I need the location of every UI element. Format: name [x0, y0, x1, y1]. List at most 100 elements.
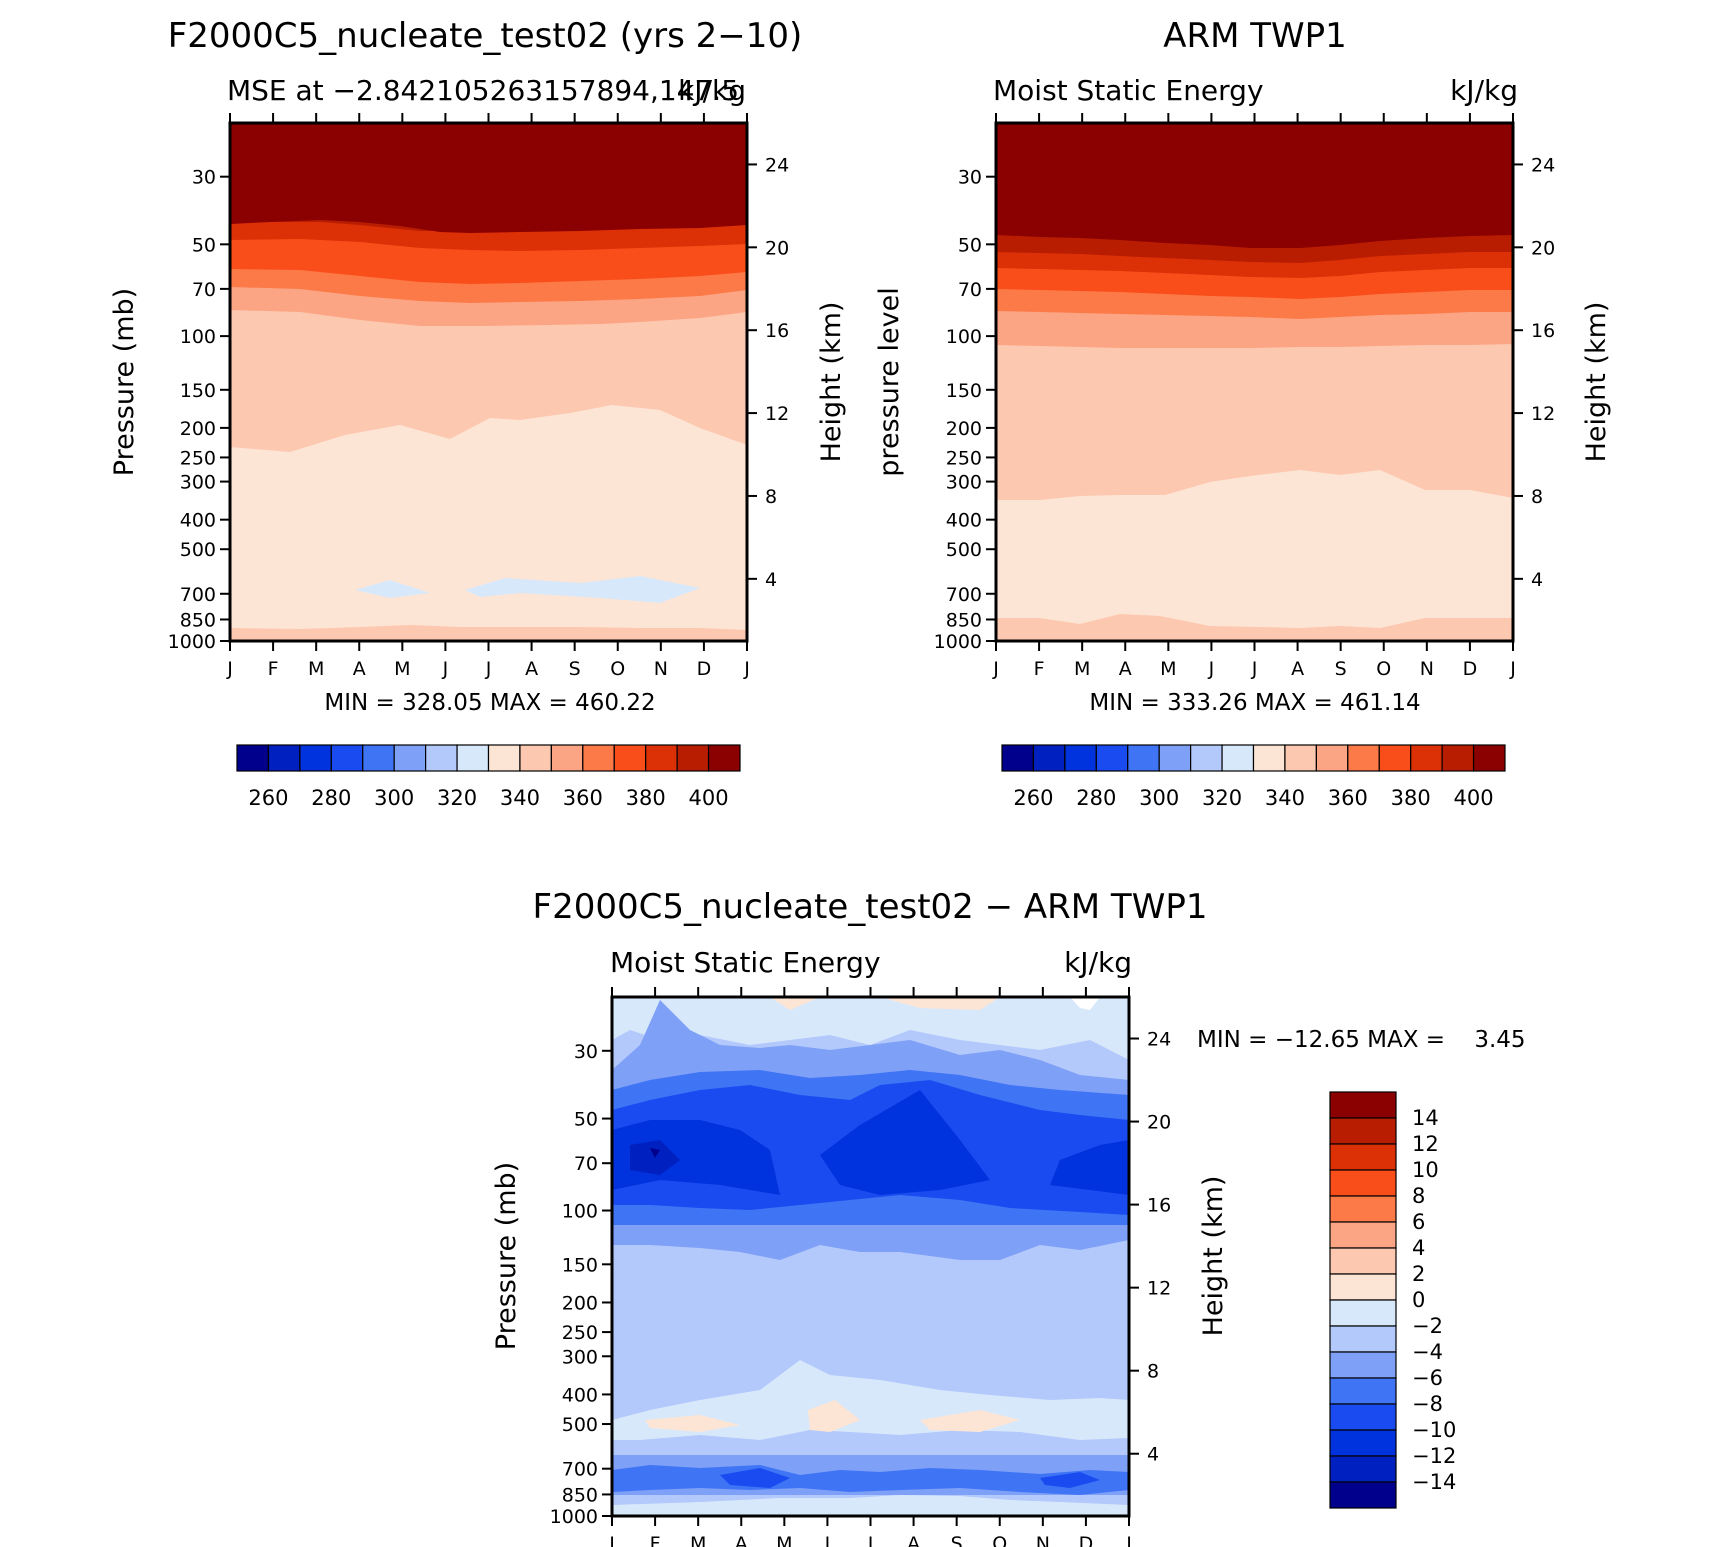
- colorbar-swatch: [582, 744, 615, 772]
- colorbar-label: −10: [1412, 1418, 1456, 1442]
- panel-title: ARM TWP1: [1163, 16, 1347, 56]
- colorbar-swatch: [1378, 744, 1412, 772]
- panel-subtitle-left: Moist Static Energy: [610, 946, 881, 979]
- month-tick-label: S: [1335, 658, 1347, 680]
- pressure-tick-label: 250: [946, 447, 982, 469]
- colorbar-swatch: [299, 744, 332, 772]
- colorbar-swatch: [1329, 1377, 1397, 1405]
- month-tick-label: D: [1463, 658, 1478, 680]
- pressure-tick-label: 300: [946, 472, 982, 494]
- colorbar-label: 380: [1391, 786, 1431, 810]
- colorbar-swatch: [456, 744, 490, 772]
- pressure-tick-label: 50: [574, 1109, 598, 1131]
- month-tick-label: A: [735, 1533, 748, 1547]
- month-tick-label: A: [1291, 658, 1304, 680]
- panel-units: kJ/kg: [678, 74, 746, 107]
- colorbar-swatch: [1329, 1169, 1397, 1197]
- contour-band-neg2-top: [612, 997, 1129, 1060]
- contour-band-neg4-mid: [612, 1225, 1129, 1260]
- contour-band-max: [230, 123, 747, 233]
- pressure-tick-label: 150: [946, 380, 982, 402]
- colorbar-label: 400: [689, 786, 729, 810]
- month-tick-label: N: [1420, 658, 1434, 680]
- colorbar-swatch: [645, 744, 678, 772]
- colorbar-swatch: [1064, 744, 1097, 772]
- colorbar-label: 340: [500, 786, 540, 810]
- pressure-tick-label: 500: [562, 1414, 598, 1436]
- panel-title: F2000C5_nucleate_test02 − ARM TWP1: [533, 887, 1208, 927]
- colorbar-swatch: [1329, 1247, 1397, 1275]
- month-tick-label: F: [268, 658, 279, 680]
- colorbar-swatch: [1001, 744, 1035, 772]
- colorbar-swatch: [519, 744, 552, 772]
- min-max-stats: MIN = 328.05 MAX = 460.22: [324, 690, 655, 716]
- y-axis-label: Pressure (mb): [491, 1162, 522, 1350]
- colorbar-label: −6: [1412, 1366, 1443, 1390]
- pressure-tick-label: 200: [562, 1292, 598, 1314]
- colorbar-label: −12: [1412, 1444, 1456, 1468]
- height-tick-label: 4: [1147, 1444, 1159, 1466]
- pressure-tick-label: 100: [562, 1201, 598, 1223]
- colorbar-label: 8: [1412, 1184, 1425, 1208]
- contour-band-neg10: [612, 1090, 1129, 1195]
- month-tick-label: A: [907, 1533, 920, 1547]
- colorbar-label: 0: [1412, 1288, 1425, 1312]
- height-axis: 24 20 16 12 8 4: [1129, 1029, 1171, 1466]
- contour-band-missing: [1070, 997, 1100, 1010]
- contour-band-350-surface: [230, 625, 747, 641]
- pressure-tick-label: 700: [562, 1459, 598, 1481]
- y-axis-label: Pressure (mb): [109, 288, 140, 476]
- panel-obs-mse: ARM TWP1 Moist Static Energy kJ/kg 30 50 7…: [874, 16, 1612, 810]
- pressure-tick-label: 200: [946, 418, 982, 440]
- panel-units: kJ/kg: [1064, 946, 1132, 979]
- pressure-tick-label: 150: [562, 1254, 598, 1276]
- colorbar-label: 260: [248, 786, 288, 810]
- colorbar-swatch: [1315, 744, 1349, 772]
- month-tick-label: A: [525, 658, 538, 680]
- contour-field: [230, 123, 747, 641]
- y-axis-right-label: Height (km): [1581, 302, 1612, 463]
- colorbar-swatch: [1221, 744, 1255, 772]
- pressure-tick-label: 150: [180, 380, 216, 402]
- pressure-tick-label: 50: [958, 234, 982, 256]
- colorbar-swatch: [487, 744, 521, 772]
- colorbar-label: 360: [1328, 786, 1368, 810]
- pressure-tick-label: 30: [192, 167, 216, 189]
- panel-title: F2000C5_nucleate_test02 (yrs 2−10): [168, 16, 803, 56]
- colorbar-label: 6: [1412, 1210, 1425, 1234]
- month-tick-label: M: [1160, 658, 1176, 680]
- colorbar-label: −14: [1412, 1470, 1456, 1494]
- colorbar-label: 280: [311, 786, 351, 810]
- colorbar-swatch: [1410, 744, 1443, 772]
- month-tick-label: O: [992, 1533, 1007, 1547]
- colorbar-swatch: [236, 744, 270, 772]
- colorbar: 260 280 300 320 340 360 380 400: [1001, 744, 1506, 810]
- height-tick-label: 16: [1147, 1195, 1171, 1217]
- contour-band-neg2-sfc: [612, 1495, 1129, 1516]
- height-tick-label: 4: [1531, 569, 1543, 591]
- colorbar-swatch: [330, 744, 364, 772]
- colorbar-label: 10: [1412, 1158, 1439, 1182]
- contour-band-neg8-low: [720, 1468, 1100, 1488]
- colorbar: 260 280 300 320 340 360 380 400: [236, 744, 741, 810]
- height-tick-label: 8: [1147, 1361, 1159, 1383]
- colorbar-swatch: [550, 744, 584, 772]
- height-axis: 24 20 16 12 8 4: [1513, 154, 1555, 591]
- colorbar-swatch: [613, 744, 647, 772]
- min-max-stats: MIN = −12.65 MAX = 3.45: [1197, 1027, 1526, 1053]
- month-tick-label: M: [1074, 658, 1090, 680]
- pressure-tick-label: 1000: [168, 631, 216, 653]
- colorbar-swatch: [1032, 744, 1066, 772]
- height-tick-label: 8: [765, 486, 777, 508]
- colorbar-swatch: [1329, 1273, 1397, 1301]
- min-max-stats: MIN = 333.26 MAX = 461.14: [1089, 690, 1420, 716]
- month-tick-label: M: [690, 1533, 706, 1547]
- pressure-tick-label: 30: [958, 167, 982, 189]
- colorbar-label: 280: [1076, 786, 1116, 810]
- height-tick-label: 24: [1531, 154, 1555, 176]
- panel-difference-mse: F2000C5_nucleate_test02 − ARM TWP1 Moist…: [491, 887, 1526, 1547]
- month-tick-label: J: [1251, 658, 1258, 680]
- colorbar-swatch: [1329, 1143, 1397, 1171]
